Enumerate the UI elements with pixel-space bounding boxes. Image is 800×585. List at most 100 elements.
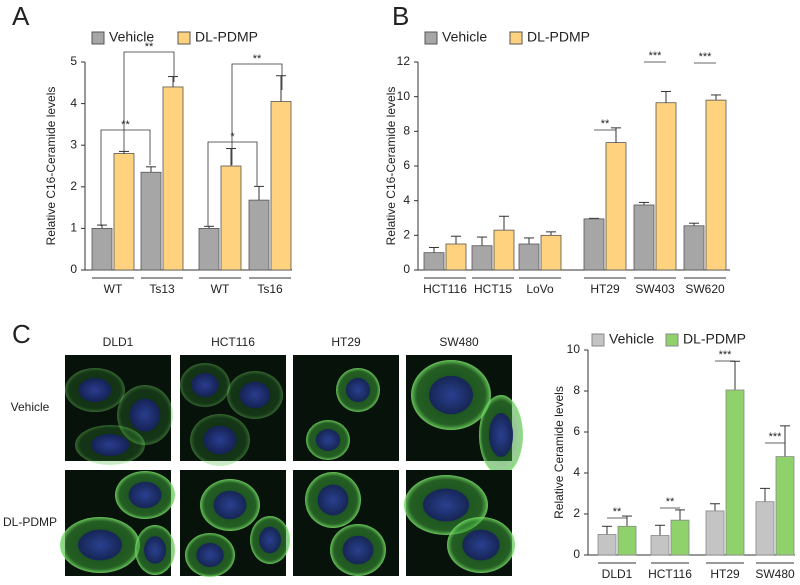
bar <box>633 204 655 271</box>
nucleus <box>345 377 371 403</box>
bar <box>705 99 727 271</box>
legend-swatch <box>591 333 605 347</box>
bar <box>113 153 135 271</box>
y-axis-label: Relative C16-Ceramide levels <box>384 87 398 246</box>
bar <box>655 102 677 271</box>
bar <box>755 501 775 556</box>
y-tick-label: 12 <box>397 54 411 68</box>
y-tick-label: 4 <box>403 193 410 207</box>
significance-label: ** <box>253 53 262 65</box>
bar <box>583 218 605 271</box>
x-tick-label: SW403 <box>635 282 675 296</box>
bar <box>493 229 515 271</box>
nucleus <box>144 536 166 564</box>
nucleus <box>239 381 271 409</box>
bar <box>705 510 725 556</box>
legend-swatch <box>91 31 105 45</box>
nucleus <box>213 490 247 520</box>
y-tick-label: 6 <box>403 158 410 172</box>
x-tick-label: HCT116 <box>423 282 467 296</box>
significance-label: * <box>230 131 235 143</box>
row-label: DL-PDMP <box>3 515 57 529</box>
significance-label: ** <box>121 119 130 131</box>
x-tick-label: HT29 <box>710 567 740 580</box>
panel-letter: A <box>12 1 30 31</box>
significance-label: *** <box>699 51 713 63</box>
y-axis-label: Relative C16-Ceramide levels <box>44 87 58 246</box>
bar <box>270 101 292 271</box>
micrograph <box>406 355 523 475</box>
legend-swatch <box>665 333 679 347</box>
bar <box>540 234 562 271</box>
micrograph <box>180 355 286 466</box>
significance-bracket <box>231 63 283 165</box>
y-tick-label: 8 <box>573 383 580 397</box>
legend-label: DL-PDMP <box>195 29 258 45</box>
nucleus <box>191 372 219 398</box>
column-label: HCT116 <box>211 335 255 349</box>
bar <box>597 534 617 556</box>
x-tick-label: WT <box>211 282 230 296</box>
nucleus <box>422 488 470 522</box>
y-tick-label: 1 <box>70 221 77 235</box>
micrograph <box>180 470 290 577</box>
micrograph <box>293 470 399 576</box>
micrograph <box>293 355 399 461</box>
bar <box>248 199 270 271</box>
y-tick-label: 0 <box>403 262 410 276</box>
x-tick-label: WT <box>104 282 123 296</box>
bar <box>445 243 467 271</box>
bar <box>140 171 162 271</box>
x-tick-label: SW480 <box>755 567 795 580</box>
nucleus <box>317 484 349 516</box>
bar <box>617 525 637 556</box>
micrograph <box>65 355 173 465</box>
x-tick-label: HCT116 <box>648 567 692 580</box>
column-label: SW480 <box>439 335 479 349</box>
significance-label: *** <box>649 50 663 62</box>
significance-label: ** <box>145 41 154 53</box>
significance-bracket <box>100 129 151 226</box>
bar <box>220 165 242 271</box>
y-tick-label: 5 <box>70 54 77 68</box>
row-label: Vehicle <box>11 400 50 414</box>
legend-label: Vehicle <box>109 29 154 45</box>
legend-label: Vehicle <box>442 29 487 45</box>
x-tick-label: LoVo <box>526 282 554 296</box>
bar <box>162 86 184 271</box>
bar <box>198 227 220 271</box>
nucleus <box>342 535 374 565</box>
significance-bracket <box>123 51 175 154</box>
nucleus <box>462 529 500 561</box>
y-tick-label: 4 <box>70 96 77 110</box>
y-tick-label: 0 <box>573 547 580 561</box>
legend-swatch <box>509 31 523 45</box>
column-label: DLD1 <box>103 335 134 349</box>
bar <box>683 225 705 271</box>
x-tick-label: HCT15 <box>474 282 512 296</box>
x-tick-label: SW620 <box>685 282 725 296</box>
legend-label: Vehicle <box>609 331 654 347</box>
nucleus <box>488 413 514 457</box>
y-tick-label: 2 <box>573 506 580 520</box>
significance-label: *** <box>719 349 733 361</box>
significance-bracket <box>207 141 258 226</box>
significance-label: ** <box>601 118 610 130</box>
legend-label: DL-PDMP <box>527 29 590 45</box>
legend-label: DL-PDMP <box>683 331 746 347</box>
y-tick-label: 8 <box>403 124 410 138</box>
micrograph <box>404 470 515 576</box>
nucleus <box>129 398 161 432</box>
x-tick-label: Ts13 <box>149 282 175 296</box>
significance-label: ** <box>666 496 675 508</box>
bar <box>605 142 627 271</box>
nucleus <box>203 425 237 455</box>
significance-label: ** <box>613 506 622 518</box>
nucleus <box>90 434 130 456</box>
panel-letter: B <box>392 1 409 31</box>
y-tick-label: 4 <box>573 465 580 479</box>
nucleus <box>196 542 224 568</box>
nucleus <box>78 529 122 561</box>
legend-swatch <box>177 31 191 45</box>
nucleus <box>259 526 281 554</box>
